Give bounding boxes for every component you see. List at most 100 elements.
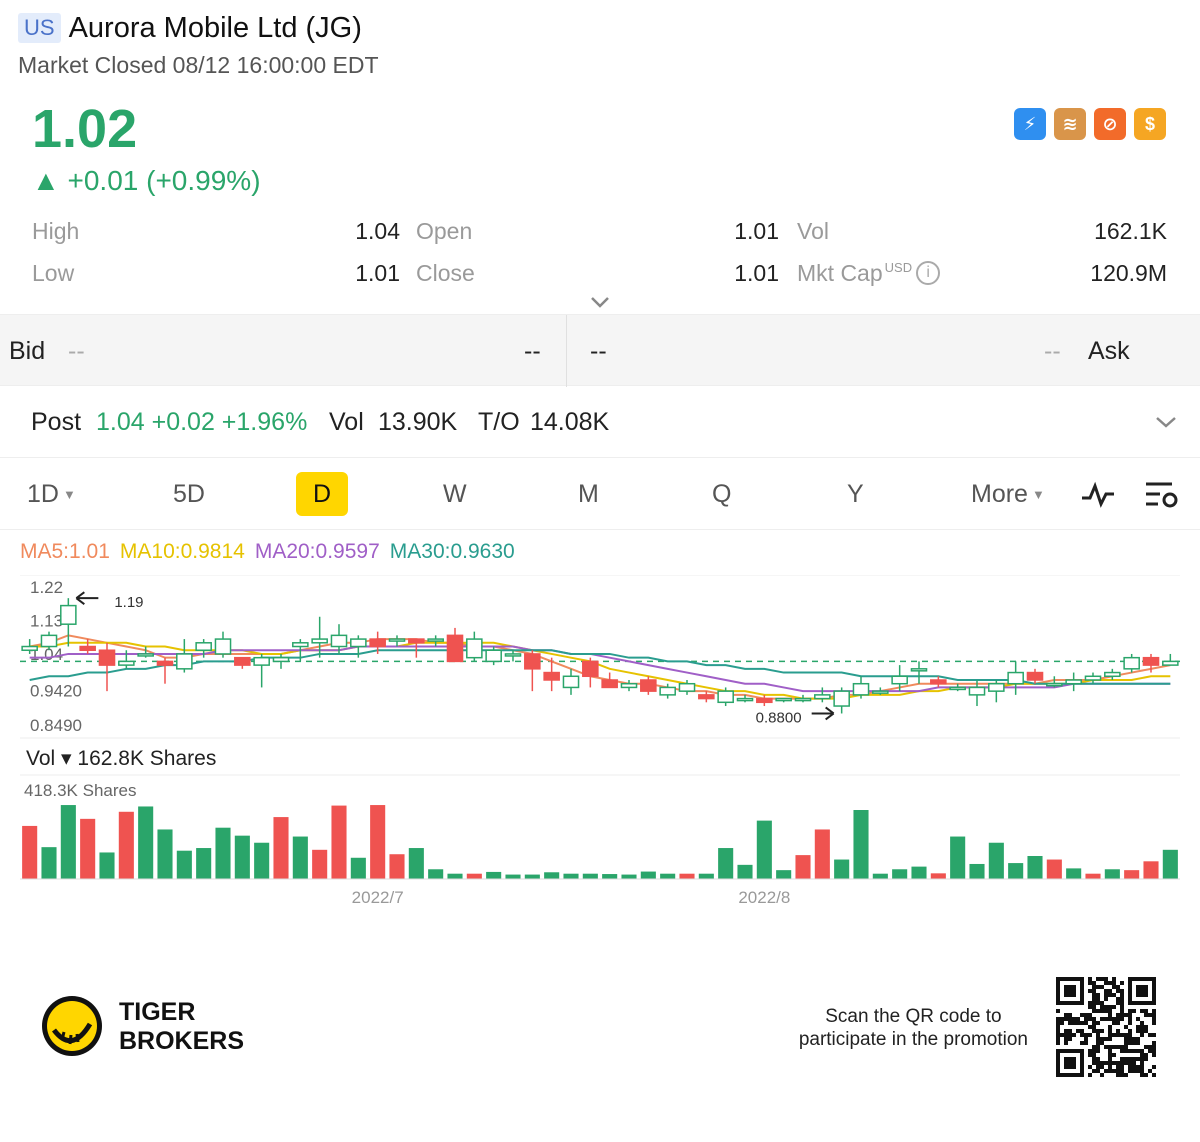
candle-body <box>949 686 966 691</box>
volume-bar <box>447 873 463 879</box>
candle-body <box>98 649 116 666</box>
volume-bar <box>756 820 772 879</box>
info-icon[interactable]: i <box>916 261 941 285</box>
close-value: 1.01 <box>734 259 779 286</box>
options-icon[interactable]: ⊘ <box>1094 108 1126 140</box>
volume-bar <box>157 829 173 879</box>
open-label: Open <box>416 217 473 244</box>
volume-bar <box>853 810 869 879</box>
ma10-value: MA10:0.9814 <box>119 540 245 563</box>
volume-bar <box>22 825 38 879</box>
volume-bar <box>1008 863 1024 879</box>
candle-body <box>717 690 734 704</box>
candle-body <box>234 656 251 666</box>
volume-bar <box>292 836 308 879</box>
volume-bar <box>911 866 927 879</box>
candle-body <box>408 638 425 644</box>
chart-settings-icon[interactable] <box>1144 478 1180 512</box>
volume-bar <box>505 874 521 879</box>
volume-bar <box>370 805 386 879</box>
volume-bar <box>254 842 270 879</box>
candle-body <box>736 697 754 702</box>
low-label: Low <box>32 259 75 286</box>
volume-bar <box>930 873 946 879</box>
post-market-row[interactable]: Post 1.04 +0.02 +1.96% Vol 13.90K T/O 14… <box>0 386 1200 458</box>
volume-bar <box>234 835 250 879</box>
market-status: Market Closed 08/12 16:00:00 EDT <box>18 52 379 78</box>
tab-more[interactable]: More ▼ <box>971 479 1045 508</box>
feature-icons: ⚡ ≋ ⊘ $ <box>1014 108 1166 140</box>
candle-body <box>1104 671 1121 678</box>
volume-bar <box>1162 849 1178 879</box>
candle-body <box>137 653 154 657</box>
tab-5d[interactable]: 5D <box>173 479 205 508</box>
tab-m[interactable]: M <box>578 479 599 508</box>
volume-bar <box>80 818 96 879</box>
post-label: Post <box>31 408 82 436</box>
promo-text: Scan the QR code to participate in the p… <box>798 1006 1028 1050</box>
post-price: 1.04 +0.02 +1.96% <box>96 408 308 436</box>
flash-order-icon[interactable]: ⚡ <box>1014 108 1046 140</box>
candle-body <box>968 686 986 696</box>
volume-bar <box>99 852 115 879</box>
tab-y[interactable]: Y <box>847 479 864 508</box>
volume-bar <box>563 873 579 879</box>
ma30-line <box>29 649 1171 685</box>
candlestick-chart[interactable]: 1.22 1.13 1.04 0.9420 0.8490 1.19 0.8800 Vol ▾ … <box>0 575 1200 915</box>
volume-bar <box>737 864 753 879</box>
candle-body <box>601 679 618 689</box>
ask-size: -- <box>590 337 607 365</box>
candle-body <box>195 642 212 651</box>
bid-label: Bid <box>9 337 46 365</box>
indicator-icon[interactable] <box>1080 480 1116 510</box>
x-axis-label: 2022/7 <box>352 888 404 907</box>
candle-body <box>60 604 77 625</box>
volume-bar <box>350 857 366 879</box>
candle-body <box>156 660 174 666</box>
candle-body <box>485 649 502 663</box>
tab-1d[interactable]: 1D ▼ <box>27 479 76 508</box>
y-tick-label: 1.04 <box>30 645 63 664</box>
volume-bar <box>408 848 424 879</box>
volume-bar <box>660 873 676 879</box>
volume-bar <box>892 869 908 879</box>
candle-body <box>620 682 638 689</box>
candle-body <box>176 653 193 670</box>
volume-bar <box>41 847 57 879</box>
volume-bar <box>834 859 850 879</box>
tab-w[interactable]: W <box>443 479 467 508</box>
low-value: 1.01 <box>355 259 400 286</box>
candle-body <box>756 697 773 704</box>
volume-bar <box>698 873 714 879</box>
volume-bar <box>602 874 618 879</box>
candle-body <box>118 660 135 666</box>
volume-bar <box>969 863 985 879</box>
volume-bar <box>138 806 154 879</box>
mktcap-label-group[interactable]: Mkt Cap USD i <box>797 260 957 287</box>
candle-body <box>466 638 483 659</box>
candle-body <box>1026 671 1044 681</box>
y-tick-label: 0.8490 <box>30 716 82 735</box>
dollar-icon[interactable]: $ <box>1134 108 1166 140</box>
y-tick-label: 1.22 <box>30 578 63 597</box>
vol-value: 162.1K <box>1094 217 1167 244</box>
candle-body <box>272 656 290 663</box>
min-annotation: 0.8800 <box>756 709 802 726</box>
ma30-value: MA30:0.9630 <box>389 540 515 563</box>
volume-label: Vol ▾ 162.8K Shares <box>26 747 216 770</box>
high-label: High <box>32 217 80 244</box>
volume-bar <box>1104 869 1120 879</box>
tab-q[interactable]: Q <box>712 479 732 508</box>
post-to-value: 14.08K <box>530 408 610 436</box>
candle-body <box>833 690 850 707</box>
expand-chevron-icon[interactable] <box>588 290 612 314</box>
stack-icon[interactable]: ≋ <box>1054 108 1086 140</box>
qr-code[interactable] <box>1056 977 1156 1077</box>
volume-bar <box>718 848 734 879</box>
tab-d[interactable]: D <box>296 472 348 516</box>
candle-body <box>775 697 792 702</box>
candle-body <box>1065 679 1082 685</box>
candle-body <box>640 679 657 692</box>
candle-body <box>988 682 1005 692</box>
post-chevron-icon[interactable] <box>1154 412 1178 432</box>
